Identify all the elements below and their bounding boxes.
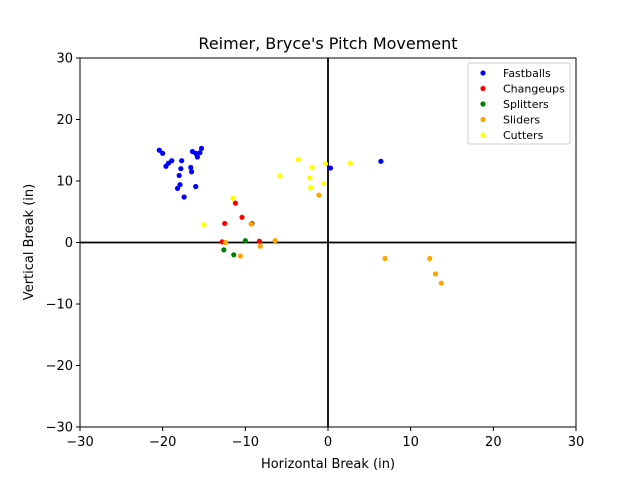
data-point bbox=[198, 145, 205, 152]
data-point bbox=[378, 158, 384, 164]
legend-marker bbox=[480, 132, 486, 138]
y-axis-label: Vertical Break (in) bbox=[22, 184, 37, 300]
y-tick-label: 10 bbox=[56, 175, 73, 190]
data-point bbox=[256, 238, 262, 244]
data-point bbox=[179, 158, 185, 164]
data-point bbox=[242, 238, 248, 244]
y-tick-label: −20 bbox=[46, 359, 73, 374]
legend-marker bbox=[480, 70, 486, 76]
data-point bbox=[201, 222, 207, 228]
chart-title: Reimer, Bryce's Pitch Movement bbox=[198, 34, 457, 53]
data-point bbox=[177, 182, 183, 188]
legend-label: Sliders bbox=[503, 114, 540, 127]
data-point bbox=[432, 271, 439, 277]
y-tick-label: −30 bbox=[46, 421, 73, 436]
x-tick-label: 20 bbox=[485, 435, 502, 450]
data-point bbox=[321, 180, 327, 187]
data-point bbox=[257, 243, 263, 249]
data-point bbox=[222, 239, 229, 246]
y-tick-label: −10 bbox=[46, 298, 73, 313]
points-layer bbox=[156, 145, 444, 286]
data-point bbox=[327, 165, 334, 171]
legend-label: Splitters bbox=[503, 98, 549, 111]
legend-label: Changeups bbox=[503, 83, 565, 96]
data-point bbox=[307, 175, 313, 181]
data-point bbox=[156, 147, 162, 153]
data-point bbox=[222, 220, 228, 227]
legend-box bbox=[467, 62, 571, 145]
data-point bbox=[232, 200, 239, 206]
data-point bbox=[197, 150, 203, 156]
data-point bbox=[248, 221, 254, 227]
data-point bbox=[347, 160, 353, 166]
data-point bbox=[160, 150, 166, 156]
axes-layer: −30 −20 −10 0 10 20 30 −30 −20 −10 0 10 20 30 bbox=[46, 52, 585, 451]
y-tick-label: 30 bbox=[56, 52, 73, 67]
y-tick-label: 20 bbox=[56, 113, 73, 128]
x-tick-label: 30 bbox=[568, 435, 585, 450]
data-point bbox=[178, 166, 184, 172]
x-tick-label: −20 bbox=[149, 435, 176, 450]
data-point bbox=[230, 195, 236, 201]
x-tick-label: 0 bbox=[324, 435, 332, 450]
data-point bbox=[188, 164, 194, 171]
x-axis-label: Horizontal Break (in) bbox=[261, 457, 395, 472]
x-tick-label: −30 bbox=[66, 435, 93, 450]
data-point bbox=[221, 247, 227, 253]
series-cutters bbox=[201, 156, 353, 228]
data-point bbox=[272, 238, 278, 244]
data-point bbox=[181, 194, 187, 200]
legend: Fastballs Changeups Splitters Sliders Cutter… bbox=[467, 62, 571, 145]
legend-marker bbox=[480, 85, 486, 92]
series-fastballs bbox=[156, 145, 384, 200]
data-point bbox=[309, 164, 315, 171]
data-point bbox=[239, 214, 245, 220]
data-point bbox=[427, 255, 433, 262]
data-point bbox=[295, 156, 301, 163]
legend-marker bbox=[480, 116, 486, 123]
data-point bbox=[189, 169, 195, 175]
data-point bbox=[322, 161, 329, 167]
data-point bbox=[176, 172, 182, 179]
data-point bbox=[193, 183, 199, 190]
legend-label: Cutters bbox=[503, 129, 544, 142]
data-point bbox=[231, 252, 237, 258]
data-point bbox=[277, 173, 283, 179]
series-splitters bbox=[221, 238, 248, 258]
series-sliders bbox=[222, 192, 444, 286]
legend-label: Fastballs bbox=[503, 67, 551, 80]
x-tick-label: −10 bbox=[232, 435, 259, 450]
data-point bbox=[194, 154, 200, 160]
data-point bbox=[237, 253, 243, 259]
data-point bbox=[174, 185, 181, 191]
data-point bbox=[169, 158, 175, 164]
data-point bbox=[382, 255, 388, 262]
x-tick-label: 10 bbox=[402, 435, 419, 450]
data-point bbox=[308, 185, 314, 191]
y-tick-label: 0 bbox=[65, 236, 73, 251]
data-point bbox=[438, 280, 444, 286]
data-point bbox=[316, 192, 322, 198]
legend-marker bbox=[480, 101, 486, 107]
